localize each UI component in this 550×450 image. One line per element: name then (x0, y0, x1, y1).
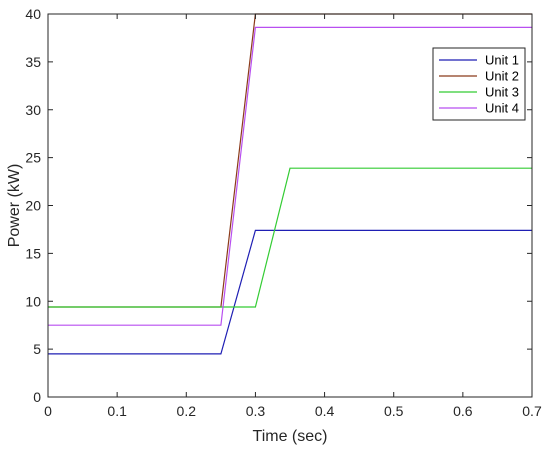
x-axis: 0 0.1 0.2 0.3 0.4 0.5 0.6 0.7 (44, 14, 542, 419)
y-tick-label: 0 (33, 389, 41, 405)
x-tick-label: 0.3 (246, 403, 266, 419)
series-line-1 (48, 229, 532, 355)
y-tick-label: 40 (25, 6, 41, 22)
y-tick-label: 5 (33, 341, 41, 357)
y-axis-title: Power (kW) (6, 164, 23, 248)
y-tick-label: 25 (25, 150, 41, 166)
y-tick-label: 15 (25, 245, 41, 261)
y-tick-label: 10 (25, 293, 41, 309)
x-tick-label: 0.5 (384, 403, 404, 419)
x-tick-label: 0.2 (177, 403, 197, 419)
x-tick-label: 0 (44, 403, 52, 419)
x-tick-label: 0.1 (107, 403, 127, 419)
y-tick-label: 35 (25, 54, 41, 70)
y-tick-label: 20 (25, 198, 41, 214)
series-line-4 (48, 26, 532, 326)
x-axis-title: Time (sec) (253, 428, 328, 445)
x-tick-label: 0.6 (453, 403, 473, 419)
y-tick-label: 30 (25, 102, 41, 118)
y-axis: 0 5 10 15 20 25 30 35 40 (25, 6, 532, 405)
x-tick-label: 0.7 (522, 403, 542, 419)
x-tick-label: 0.4 (315, 403, 335, 419)
legend-label: Unit 4 (485, 101, 519, 116)
legend-label: Unit 3 (485, 85, 519, 100)
series-line-3 (48, 167, 532, 308)
legend-label: Unit 1 (485, 53, 519, 68)
legend-label: Unit 2 (485, 69, 519, 84)
